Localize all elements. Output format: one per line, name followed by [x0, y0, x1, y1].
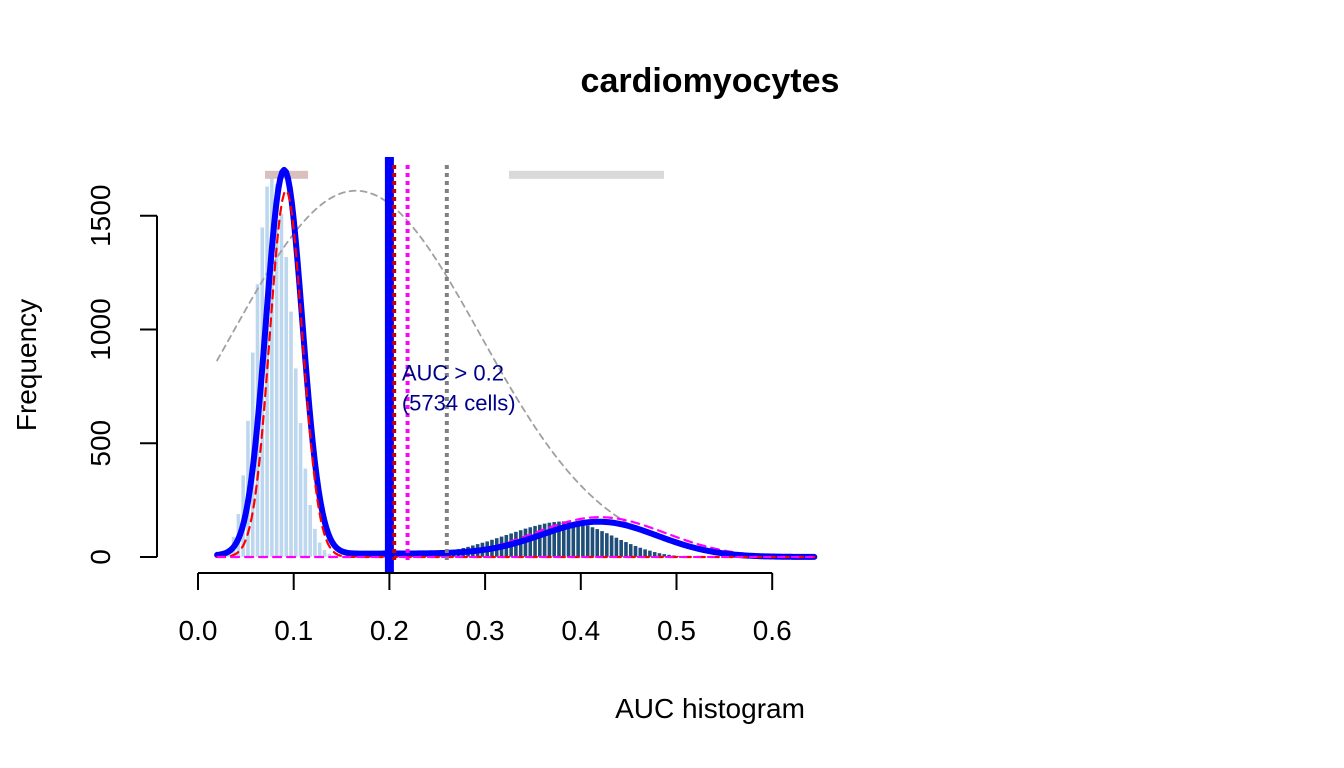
histogram-bar: [532, 525, 538, 558]
histogram-bar: [642, 548, 648, 558]
threshold-annotation: AUC > 0.2 (5734 cells): [402, 361, 516, 416]
histogram-bar: [322, 549, 327, 558]
annotation-line: AUC > 0.2: [402, 361, 504, 386]
y-tick-label: 0: [85, 549, 116, 565]
histogram-bar: [293, 367, 299, 558]
y-axis: 0 500 1000 1500: [85, 185, 158, 565]
x-tick-label: 0.0: [179, 615, 218, 646]
histogram-bar: [575, 522, 581, 558]
histogram-bar: [302, 467, 308, 558]
density-curve-dashed-thin: [216, 189, 659, 539]
histogram-bar: [585, 524, 591, 558]
threshold-lines: [384, 157, 449, 573]
y-axis-label: Frequency: [11, 299, 42, 431]
x-tick-label: 0.2: [370, 615, 409, 646]
x-tick-label: 0.4: [561, 615, 600, 646]
histogram-bar: [312, 528, 318, 558]
histogram-bar: [628, 543, 634, 558]
x-tick-label: 0.3: [466, 615, 505, 646]
x-tick-label: 0.5: [657, 615, 696, 646]
histogram-bar: [623, 541, 629, 558]
histogram-bar: [580, 523, 586, 558]
density-curve-solid-thick: [214, 166, 818, 560]
y-tick-label: 1000: [85, 298, 116, 360]
x-axis-label: AUC histogram: [615, 693, 805, 724]
histogram-bar: [279, 213, 284, 558]
x-axis: 0.0 0.1 0.2 0.3 0.4 0.5 0.6: [179, 572, 792, 646]
histogram-bar: [317, 541, 323, 558]
histogram-bar: [637, 547, 643, 558]
y-tick-label: 500: [85, 420, 116, 467]
histogram-bar: [633, 545, 638, 558]
histogram-bar: [307, 504, 313, 558]
x-tick-label: 0.1: [274, 615, 313, 646]
histogram-bar: [618, 539, 624, 558]
histogram-bar: [590, 526, 595, 558]
y-tick-label: 1500: [85, 185, 116, 247]
histogram-bar: [613, 537, 619, 558]
histogram-bar: [594, 528, 600, 558]
histogram-bar: [264, 185, 270, 558]
histogram-bar: [298, 422, 303, 558]
histogram-bar: [609, 534, 615, 558]
histogram-bar: [288, 310, 294, 558]
density-curves: [214, 166, 818, 560]
range-bar: [509, 170, 665, 179]
histogram-bar: [283, 256, 289, 558]
chart-title: cardiomyocytes: [581, 62, 840, 100]
x-tick-label: 0.6: [753, 615, 792, 646]
annotation-line: (5734 cells): [402, 391, 516, 416]
histogram-bar: [604, 532, 610, 558]
histogram-bar: [661, 553, 667, 558]
histogram-bar: [599, 530, 605, 558]
histogram-bar: [542, 523, 548, 558]
range-bars: [264, 170, 665, 179]
